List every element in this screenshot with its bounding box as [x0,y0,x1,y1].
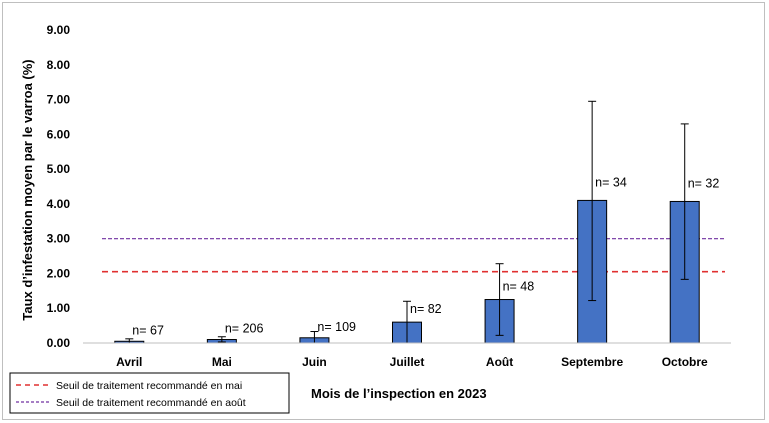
x-tick-label: Août [486,355,513,369]
x-tick-label: Juin [302,355,327,369]
x-tick-label: Juillet [390,355,425,369]
data-label: n= 82 [410,302,442,316]
y-tick-label: 4.00 [47,197,71,211]
x-tick-label: Septembre [561,355,623,369]
y-tick-label: 6.00 [47,127,71,141]
y-tick-label: 7.00 [47,93,71,107]
x-tick-labels: Avril Mai Juin Juillet Août Septembre Octobre [116,355,708,369]
chart-svg: 0.00 1.00 2.00 3.00 4.00 5.00 6.00 7.00 8.00 9.00… [9,23,731,414]
data-label: n= 34 [595,175,627,189]
y-tick-label: 3.00 [47,232,71,246]
data-label: n= 109 [317,320,356,334]
y-tick-label: 1.00 [47,301,71,315]
y-tick-label: 2.00 [47,266,71,280]
legend-box [9,372,290,414]
data-label: n= 67 [132,323,164,337]
data-label: n= 48 [503,280,535,294]
y-tick-label: 8.00 [47,58,71,72]
x-tick-label: Octobre [662,355,708,369]
reference-lines [102,238,725,273]
y-tick-label: 9.00 [47,23,71,37]
y-tick-label: 0.00 [47,336,71,350]
legend: Seuil de traitement recommandé en mai Seu… [9,372,290,414]
x-tick-label: Avril [116,355,142,369]
x-tick-label: Mai [212,355,232,369]
y-tick-label: 5.00 [47,162,71,176]
data-labels: n= 67 n= 206 n= 109 n= 82 n= 48 n= 34 n= 32 [132,175,719,337]
y-tick-labels: 0.00 1.00 2.00 3.00 4.00 5.00 6.00 7.00 8.00 9.00 [47,23,71,350]
legend-label: Seuil de traitement recommandé en mai [56,380,242,392]
data-label: n= 206 [225,322,264,336]
data-label: n= 32 [688,176,720,190]
x-axis-title: Mois de l’inspection en 2023 [311,386,487,401]
legend-label: Seuil de traitement recommandé en août [56,397,246,409]
y-axis-title: Taux d’infestation moyen par le varroa (… [20,59,35,320]
